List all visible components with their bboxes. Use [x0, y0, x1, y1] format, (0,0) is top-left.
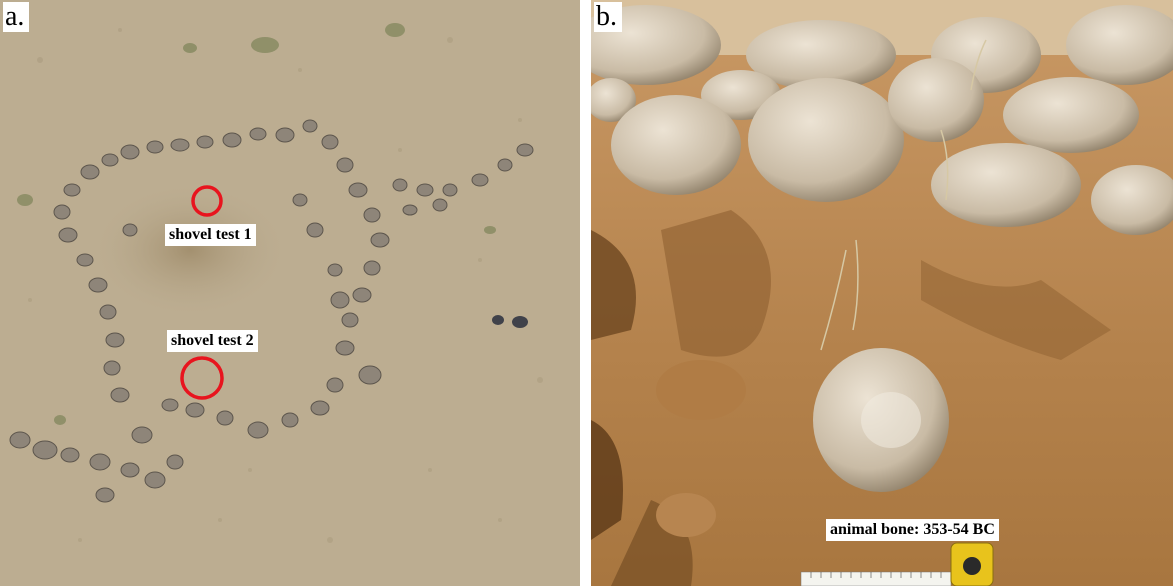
animal-bone-date-label: animal bone: 353-54 BC: [826, 519, 999, 541]
aerial-photo: [0, 0, 580, 586]
shovel-test-2-marker: [180, 356, 224, 400]
panel-a-label: a.: [3, 2, 30, 32]
shovel-test-2-label: shovel test 2: [167, 330, 258, 352]
shovel-test-1-label: shovel test 1: [165, 224, 256, 246]
trench-photo-panel: b.: [591, 0, 1173, 586]
shovel-test-1-marker: [191, 185, 223, 217]
trench-photo: [591, 0, 1173, 586]
panel-b-label: b.: [594, 2, 622, 32]
aerial-photo-panel: a.: [0, 0, 580, 586]
